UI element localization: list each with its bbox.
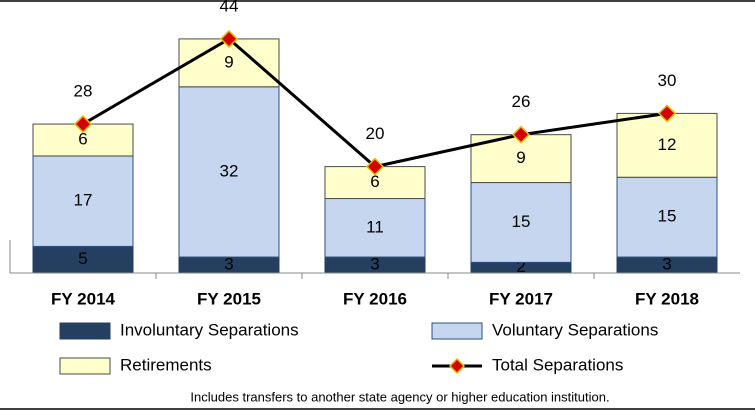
segment-label: 3 xyxy=(224,255,233,274)
total-label: 30 xyxy=(658,71,677,90)
total-marker xyxy=(219,29,239,48)
legend-marker xyxy=(448,357,466,375)
x-tick-label: FY 2014 xyxy=(51,289,116,308)
legend-label: Voluntary Separations xyxy=(492,320,658,339)
x-tick-label: FY 2018 xyxy=(635,289,699,308)
segment-label: 2 xyxy=(516,257,525,276)
legend-label: Involuntary Separations xyxy=(120,320,299,339)
bar-segment xyxy=(178,86,280,258)
segment-label: 3 xyxy=(370,255,379,274)
total-marker xyxy=(511,125,531,144)
bar-segment xyxy=(616,176,718,258)
total-label: 26 xyxy=(512,92,531,111)
bar-segment xyxy=(616,112,718,178)
x-tick-label: FY 2016 xyxy=(343,289,407,308)
segment-label: 11 xyxy=(366,217,384,236)
segment-label: 17 xyxy=(74,191,93,210)
legend-swatch xyxy=(59,322,111,340)
segment-label: 5 xyxy=(78,249,87,268)
total-label: 44 xyxy=(220,0,239,15)
total-label: 28 xyxy=(74,82,93,101)
segment-label: 9 xyxy=(224,52,233,71)
segment-label: 6 xyxy=(78,129,87,148)
bar-segment xyxy=(324,198,426,258)
total-marker xyxy=(73,114,93,134)
bar-segment xyxy=(470,182,572,263)
total-marker xyxy=(657,104,677,123)
segment-label: 6 xyxy=(370,172,379,191)
segment-label: 3 xyxy=(662,255,671,274)
x-tick-label: FY 2015 xyxy=(197,289,261,308)
segment-label: 15 xyxy=(658,207,677,226)
segment-label: 15 xyxy=(512,212,531,231)
segment-label: 9 xyxy=(516,148,525,167)
segment-label: 12 xyxy=(658,135,677,154)
legend-swatch xyxy=(431,322,483,340)
legend-label: Total Separations xyxy=(492,355,623,374)
total-marker xyxy=(365,157,385,176)
x-tick-label: FY 2017 xyxy=(489,289,553,308)
segment-label: 32 xyxy=(220,161,239,180)
footnote: Includes transfers to another state agen… xyxy=(190,389,609,404)
legend-label: Retirements xyxy=(120,355,212,374)
bar-segment xyxy=(32,245,134,274)
total-label: 20 xyxy=(366,124,385,143)
total-line xyxy=(82,37,668,169)
legend-swatch xyxy=(59,357,111,375)
